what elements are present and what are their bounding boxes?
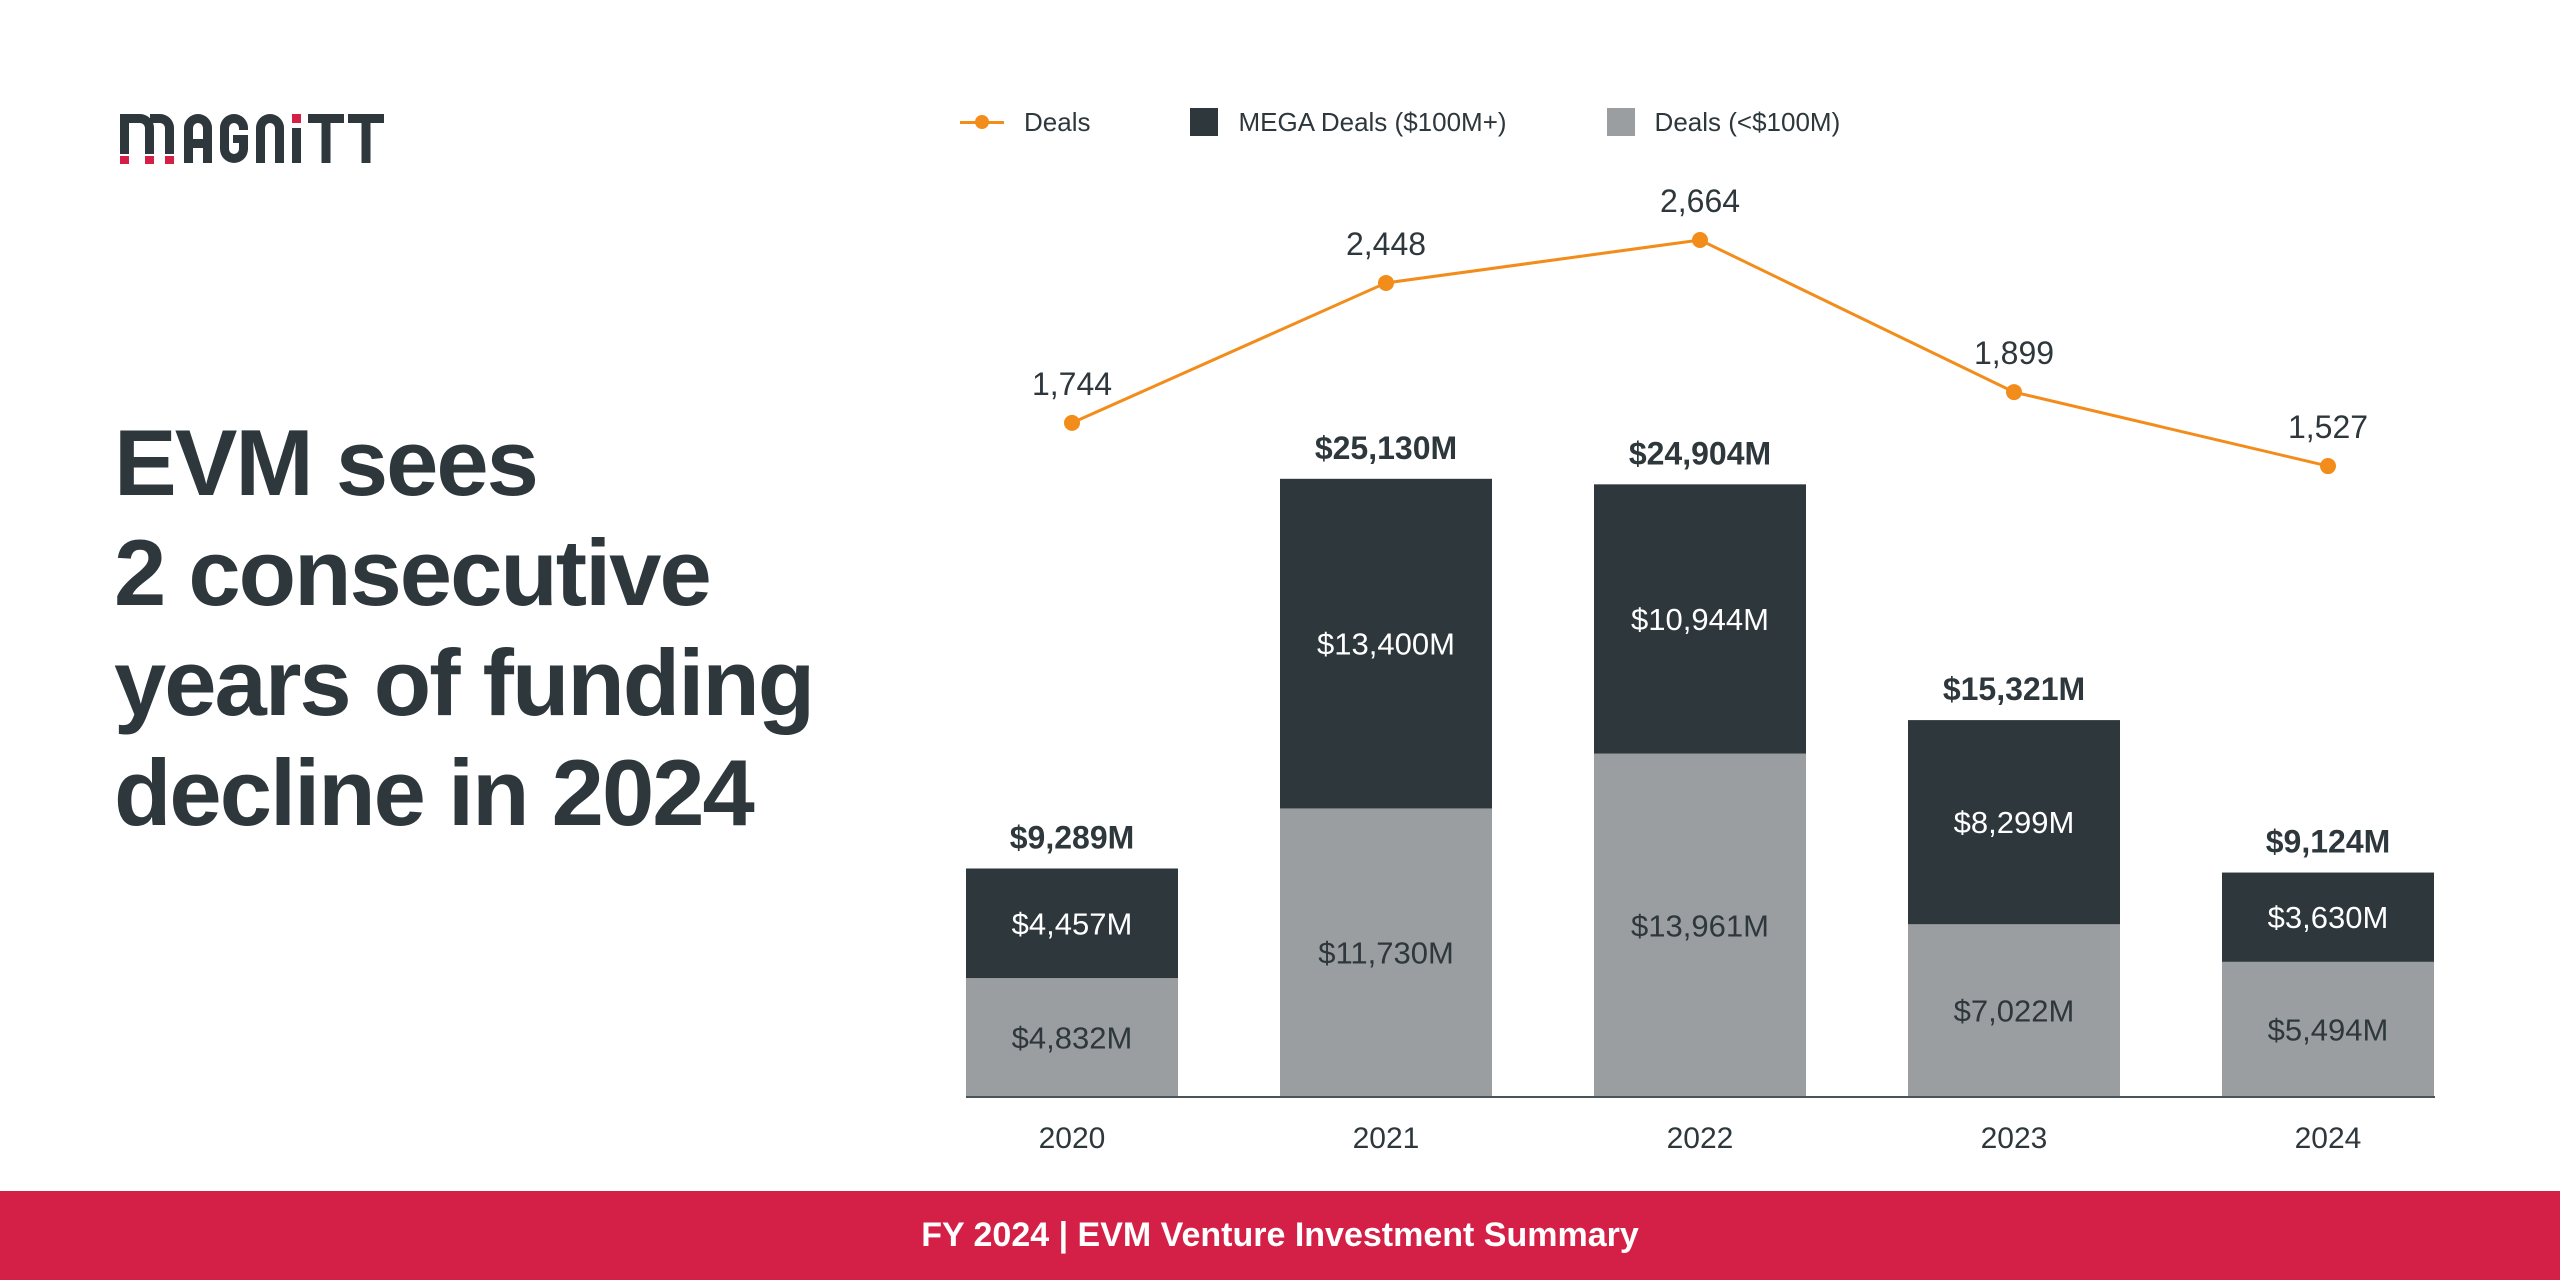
- headline-line-2: 2 consecutive: [114, 520, 712, 625]
- bar-total-label: $9,289M: [1010, 819, 1135, 855]
- deals-data-label: 2,664: [1660, 183, 1740, 219]
- headline-line-3: years of funding: [114, 630, 815, 735]
- bar-label-mega-deals: $4,457M: [1012, 906, 1133, 941]
- bar-total-label: $15,321M: [1943, 671, 2085, 707]
- deals-data-label: 1,527: [2288, 409, 2368, 445]
- deals-point: [1378, 274, 1394, 291]
- bar-label-small-deals: $5,494M: [2268, 1012, 2389, 1047]
- bar-mega-deals: [966, 868, 1178, 979]
- deals-line: [1071, 238, 2329, 468]
- legend-item-mega-deals: MEGA Deals ($100M+): [1190, 106, 1507, 138]
- x-tick-label: 2022: [1667, 1122, 1734, 1155]
- bar-label-small-deals: $11,730M: [1318, 936, 1454, 971]
- headline: EVM sees 2 consecutive years of funding …: [114, 408, 874, 848]
- legend-label: MEGA Deals ($100M+): [1238, 106, 1507, 137]
- deals-data-label: 1,899: [1974, 335, 2054, 371]
- bar-mega-deals: [2222, 872, 2434, 962]
- grey-square-icon: [1606, 108, 1635, 136]
- legend-label: Deals: [1024, 106, 1091, 137]
- legend-item-small-deals: Deals (<$100M): [1606, 106, 1841, 138]
- bar-small-deals: [1908, 924, 2120, 1097]
- x-tick-label: 2024: [2295, 1122, 2362, 1155]
- footer-banner: FY 2024 | EVM Venture Investment Summary: [0, 1191, 2560, 1280]
- bar-mega-deals: [1280, 478, 1492, 809]
- bar-mega-deals: [1594, 484, 1806, 754]
- bar-label-mega-deals: $13,400M: [1317, 627, 1455, 662]
- bar-label-small-deals: $7,022M: [1954, 994, 2075, 1029]
- bar-small-deals: [966, 978, 1178, 1097]
- bar-small-deals: [2222, 961, 2434, 1097]
- bar-total-label: $25,130M: [1315, 430, 1457, 466]
- bar-total-label: $24,904M: [1629, 435, 1771, 471]
- legend-label: Deals (<$100M): [1654, 106, 1841, 137]
- deals-data-label: 2,448: [1346, 226, 1426, 262]
- line-marker-icon: [960, 112, 1004, 132]
- x-tick-label: 2020: [1039, 1122, 1106, 1155]
- x-tick-label: 2021: [1353, 1122, 1420, 1155]
- bar-small-deals: [1594, 753, 1806, 1097]
- funding-chart: $4,832M $4,457M $9,289M 2020 $11,730M $13,400…: [966, 183, 2435, 1155]
- deals-point: [1692, 232, 1708, 248]
- chart-legend: Deals MEGA Deals ($100M+) Deals (<$100M): [960, 100, 1940, 144]
- bar-label-mega-deals: $8,299M: [1954, 805, 2075, 840]
- x-tick-label: 2023: [1981, 1122, 2048, 1155]
- bar-mega-deals: [1908, 720, 2120, 925]
- headline-line-4: decline in 2024: [114, 740, 755, 845]
- deals-point: [2006, 384, 2022, 401]
- bar-total-label: $9,124M: [2266, 824, 2391, 860]
- headline-line-1: EVM sees: [114, 410, 539, 515]
- dark-square-icon: [1190, 108, 1219, 136]
- bar-label-small-deals: $4,832M: [1012, 1021, 1133, 1056]
- bar-label-mega-deals: $3,630M: [2268, 900, 2389, 935]
- legend-item-deals: Deals: [960, 107, 1090, 138]
- bar-label-small-deals: $13,961M: [1631, 908, 1769, 943]
- footer-text: FY 2024 | EVM Venture Investment Summary: [921, 1216, 1639, 1254]
- bar-label-mega-deals: $10,944M: [1631, 602, 1769, 637]
- bar-small-deals: [1280, 808, 1492, 1097]
- deals-point: [2320, 458, 2336, 475]
- deals-data-label: 1,744: [1032, 366, 1112, 402]
- magnitt-logo: [120, 114, 384, 164]
- deals-point: [1064, 414, 1080, 431]
